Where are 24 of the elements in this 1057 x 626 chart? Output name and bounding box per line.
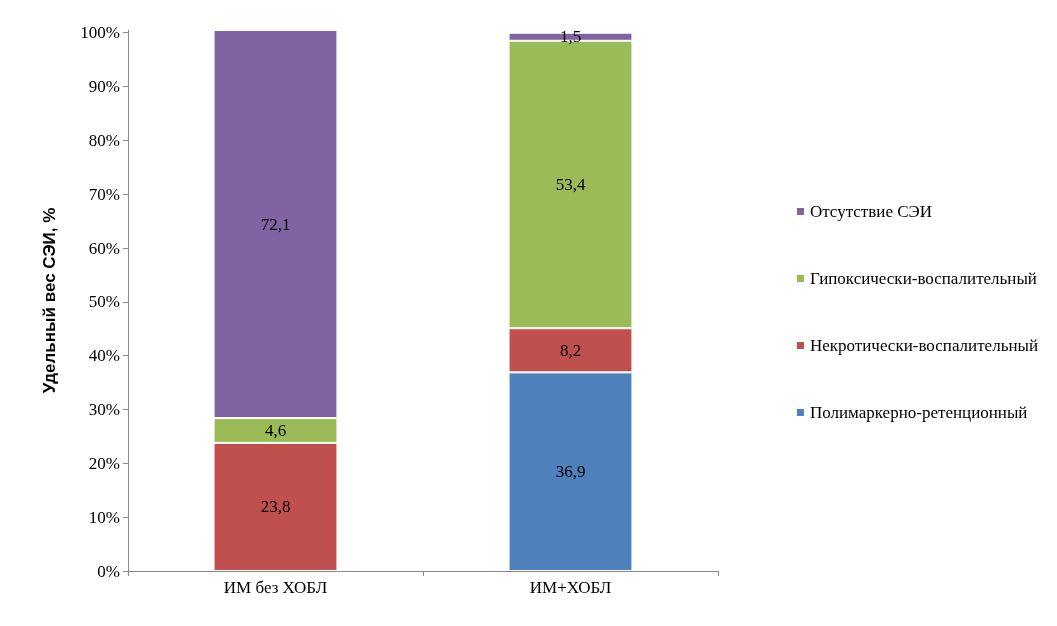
legend-label: Отсутствие СЭИ	[809, 202, 933, 221]
legend-label: Полимаркерно-ретенционный	[809, 403, 1028, 422]
y-tick-label: 50%	[88, 292, 120, 312]
data-label: 8,2	[559, 340, 582, 360]
x-tick-label: ИМ без ХОБЛ	[223, 578, 328, 597]
y-tick-label: 90%	[88, 77, 120, 97]
data-label: 72,1	[260, 214, 291, 234]
data-label: 4,6	[264, 421, 287, 440]
y-axis-title: Удельный вес СЭИ, %	[40, 207, 59, 394]
y-tick-label: 10%	[88, 507, 120, 527]
x-tick-label: ИМ+ХОБЛ	[529, 578, 612, 597]
legend-label: Некротически-воспалительный	[809, 336, 1039, 355]
y-tick-label: 20%	[88, 453, 120, 473]
y-tick-label: 70%	[88, 184, 120, 204]
legend-label: Гипоксически-воспалительный	[809, 269, 1037, 288]
y-tick-label: 0%	[97, 561, 120, 581]
data-label: 23,8	[260, 497, 291, 517]
data-label: 36,9	[555, 462, 586, 482]
data-label: 53,4	[555, 174, 586, 194]
y-tick-label: 40%	[88, 346, 120, 366]
y-tick-label: 80%	[88, 130, 120, 150]
y-tick-label: 30%	[88, 400, 120, 420]
y-tick-label: 100%	[80, 23, 120, 43]
y-tick-label: 60%	[88, 238, 120, 258]
